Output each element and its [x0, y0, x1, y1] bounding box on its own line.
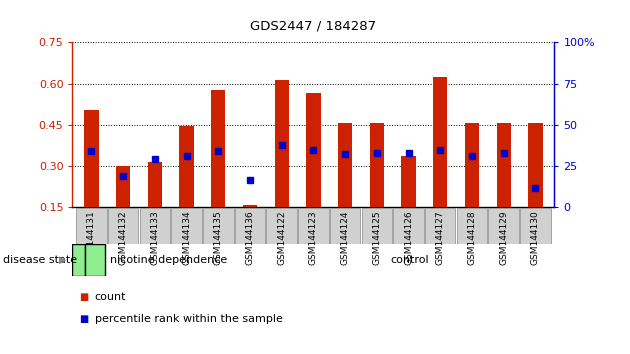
Bar [72, 244, 85, 276]
Text: GSM144127: GSM144127 [436, 210, 445, 265]
Bar [116, 166, 130, 207]
Bar [433, 77, 447, 207]
Text: GSM144129: GSM144129 [499, 210, 508, 265]
Bar [298, 208, 329, 244]
Bar [306, 93, 321, 207]
Text: GSM144135: GSM144135 [214, 210, 223, 265]
Bar [266, 208, 297, 244]
Text: GSM144136: GSM144136 [246, 210, 255, 265]
Bar [338, 124, 352, 207]
Bar [496, 124, 511, 207]
Text: GSM144126: GSM144126 [404, 210, 413, 265]
Bar [457, 208, 487, 244]
Bar [235, 208, 265, 244]
Bar [528, 124, 542, 207]
Text: GSM144130: GSM144130 [531, 210, 540, 265]
Text: disease state: disease state [3, 255, 77, 265]
Bar [108, 208, 139, 244]
Bar [243, 205, 257, 207]
Bar [330, 208, 360, 244]
Text: ■: ■ [79, 314, 88, 324]
Bar [401, 155, 416, 207]
Bar [85, 244, 105, 276]
Text: GSM144122: GSM144122 [277, 210, 286, 264]
Text: nicotine dependence: nicotine dependence [110, 255, 227, 265]
Bar [140, 208, 170, 244]
Text: GSM144131: GSM144131 [87, 210, 96, 265]
Text: GSM144134: GSM144134 [182, 210, 191, 265]
Bar [275, 80, 289, 207]
Bar [425, 208, 455, 244]
Bar [520, 208, 551, 244]
Bar [465, 124, 479, 207]
Text: GSM144123: GSM144123 [309, 210, 318, 265]
Bar [84, 110, 99, 207]
Bar [370, 124, 384, 207]
Text: GSM144125: GSM144125 [372, 210, 381, 265]
Text: control: control [391, 255, 429, 265]
Text: GSM144133: GSM144133 [151, 210, 159, 265]
Bar [211, 91, 226, 207]
Bar [180, 126, 194, 207]
Text: ▶: ▶ [59, 255, 66, 265]
Text: ■: ■ [79, 292, 88, 302]
Text: count: count [94, 292, 126, 302]
Bar [203, 208, 234, 244]
Text: percentile rank within the sample: percentile rank within the sample [94, 314, 282, 324]
Bar [171, 208, 202, 244]
Bar [393, 208, 424, 244]
Text: GSM144132: GSM144132 [118, 210, 128, 265]
Bar [362, 208, 392, 244]
Bar [488, 208, 519, 244]
Bar [148, 162, 162, 207]
Text: GSM144128: GSM144128 [467, 210, 476, 265]
Bar [76, 208, 106, 244]
Text: GSM144124: GSM144124 [341, 210, 350, 264]
Text: GDS2447 / 184287: GDS2447 / 184287 [250, 19, 377, 33]
